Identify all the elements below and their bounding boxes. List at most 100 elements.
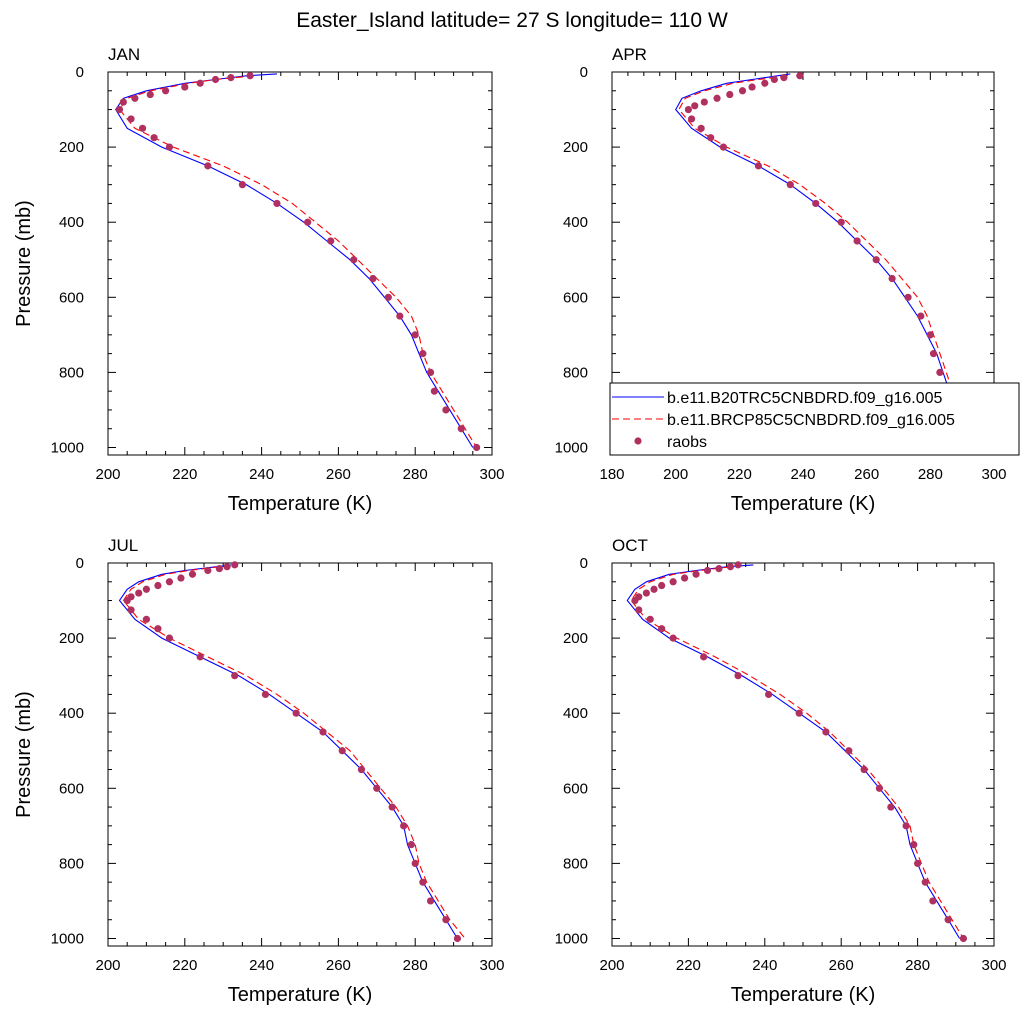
raobs-point bbox=[914, 859, 922, 867]
x-tick-label: 280 bbox=[905, 957, 930, 974]
raobs-point bbox=[748, 83, 756, 91]
x-tick-label: 260 bbox=[326, 957, 351, 974]
profile-line bbox=[122, 566, 466, 939]
raobs-point bbox=[430, 387, 438, 395]
legend: b.e11.B20TRC5CNBDRD.f09_g16.005 b.e11.BRC… bbox=[609, 382, 1020, 456]
profile-line bbox=[118, 564, 458, 939]
y-tick-label: 400 bbox=[563, 214, 588, 231]
panel: JAN 200 220 240 260 280 300 0 200 400 600 800 1000 Te… bbox=[13, 45, 505, 515]
raobs-point bbox=[944, 916, 952, 924]
raobs-point bbox=[142, 615, 150, 623]
raobs-point bbox=[238, 181, 246, 189]
raobs-point bbox=[929, 897, 937, 905]
raobs-point bbox=[684, 105, 693, 114]
raobs-point bbox=[150, 134, 158, 142]
raobs-point bbox=[369, 274, 377, 283]
raobs-point bbox=[188, 570, 197, 578]
figure-title: Easter_Island latitude= 27 S longitude= … bbox=[296, 9, 728, 32]
raobs-point bbox=[165, 634, 174, 642]
raobs-point bbox=[211, 75, 220, 84]
raobs-point bbox=[703, 566, 712, 575]
raobs-point bbox=[765, 690, 773, 699]
raobs-point bbox=[400, 822, 408, 830]
raobs-point bbox=[921, 878, 929, 886]
panel-title: APR bbox=[612, 45, 647, 64]
raobs-point bbox=[227, 74, 235, 82]
raobs-point bbox=[853, 237, 861, 245]
legend-label: b.e11.B20TRC5CNBDRD.f09_g16.005 bbox=[667, 390, 943, 407]
raobs-point bbox=[319, 728, 327, 736]
raobs-point bbox=[142, 585, 150, 593]
x-axis-label: Temperature (K) bbox=[731, 984, 876, 1006]
profile-line bbox=[626, 564, 961, 939]
raobs-point bbox=[223, 563, 231, 571]
raobs-point bbox=[154, 625, 162, 633]
y-tick-label: 1000 bbox=[555, 439, 588, 456]
raobs-point bbox=[246, 72, 254, 80]
raobs-point bbox=[384, 293, 392, 301]
raobs-point bbox=[738, 87, 747, 95]
x-tick-label: 280 bbox=[403, 466, 428, 483]
panel-title: JUL bbox=[108, 536, 138, 555]
y-tick-label: 0 bbox=[580, 555, 588, 572]
raobs-point bbox=[888, 274, 896, 283]
plot-frame bbox=[107, 71, 493, 456]
x-tick-label: 260 bbox=[829, 957, 854, 974]
x-axis-label: Temperature (K) bbox=[731, 493, 876, 515]
raobs-point bbox=[407, 841, 415, 849]
raobs-point bbox=[887, 803, 895, 811]
raobs-point bbox=[658, 625, 666, 633]
y-tick-label: 600 bbox=[563, 289, 588, 306]
y-tick-label: 800 bbox=[563, 364, 588, 381]
raobs-point bbox=[119, 98, 127, 106]
raobs-point bbox=[692, 570, 700, 578]
x-tick-label: 240 bbox=[249, 957, 274, 974]
legend-box bbox=[609, 382, 1020, 456]
y-axis-label: Pressure (mb) bbox=[13, 691, 35, 818]
raobs-point bbox=[154, 581, 162, 590]
x-tick-label: 200 bbox=[95, 466, 120, 483]
plot-frame bbox=[611, 562, 995, 947]
x-tick-label: 200 bbox=[663, 466, 688, 483]
y-tick-label: 0 bbox=[580, 64, 588, 81]
raobs-point bbox=[646, 615, 654, 623]
x-tick-label: 300 bbox=[479, 466, 504, 483]
x-tick-label: 280 bbox=[403, 957, 428, 974]
x-tick-label: 260 bbox=[326, 466, 351, 483]
x-tick-label: 240 bbox=[790, 466, 815, 483]
y-tick-label: 200 bbox=[563, 630, 588, 647]
raobs-point bbox=[680, 574, 689, 582]
y-tick-label: 600 bbox=[59, 289, 84, 306]
y-tick-label: 600 bbox=[563, 780, 588, 797]
raobs-point bbox=[292, 709, 300, 717]
raobs-point bbox=[658, 581, 666, 590]
raobs-point bbox=[726, 563, 735, 571]
raobs-point bbox=[204, 566, 212, 575]
panel: JUL 200 220 240 260 280 300 0 200 400 600 800 1000 Te… bbox=[13, 536, 505, 1006]
raobs-point bbox=[426, 897, 435, 905]
x-tick-label: 260 bbox=[854, 466, 879, 483]
raobs-point bbox=[388, 803, 396, 811]
y-tick-label: 800 bbox=[59, 855, 84, 872]
x-tick-label: 300 bbox=[981, 466, 1006, 483]
raobs-point bbox=[697, 124, 705, 132]
raobs-point bbox=[127, 115, 135, 123]
raobs-point bbox=[473, 443, 481, 452]
raobs-point bbox=[419, 878, 427, 886]
raobs-point bbox=[904, 293, 912, 301]
raobs-point bbox=[304, 218, 312, 226]
raobs-point bbox=[796, 72, 804, 80]
raobs-point bbox=[215, 565, 223, 573]
x-tick-label: 240 bbox=[249, 466, 274, 483]
raobs-point bbox=[687, 115, 696, 123]
raobs-point bbox=[165, 578, 174, 586]
raobs-point bbox=[131, 94, 139, 102]
raobs-point bbox=[786, 181, 794, 189]
raobs-point bbox=[146, 90, 154, 99]
raobs-point bbox=[700, 98, 708, 106]
raobs-point bbox=[734, 561, 742, 569]
raobs-point bbox=[715, 565, 723, 573]
raobs-point bbox=[669, 634, 677, 642]
profile-line bbox=[118, 75, 478, 448]
y-tick-label: 200 bbox=[563, 139, 588, 156]
